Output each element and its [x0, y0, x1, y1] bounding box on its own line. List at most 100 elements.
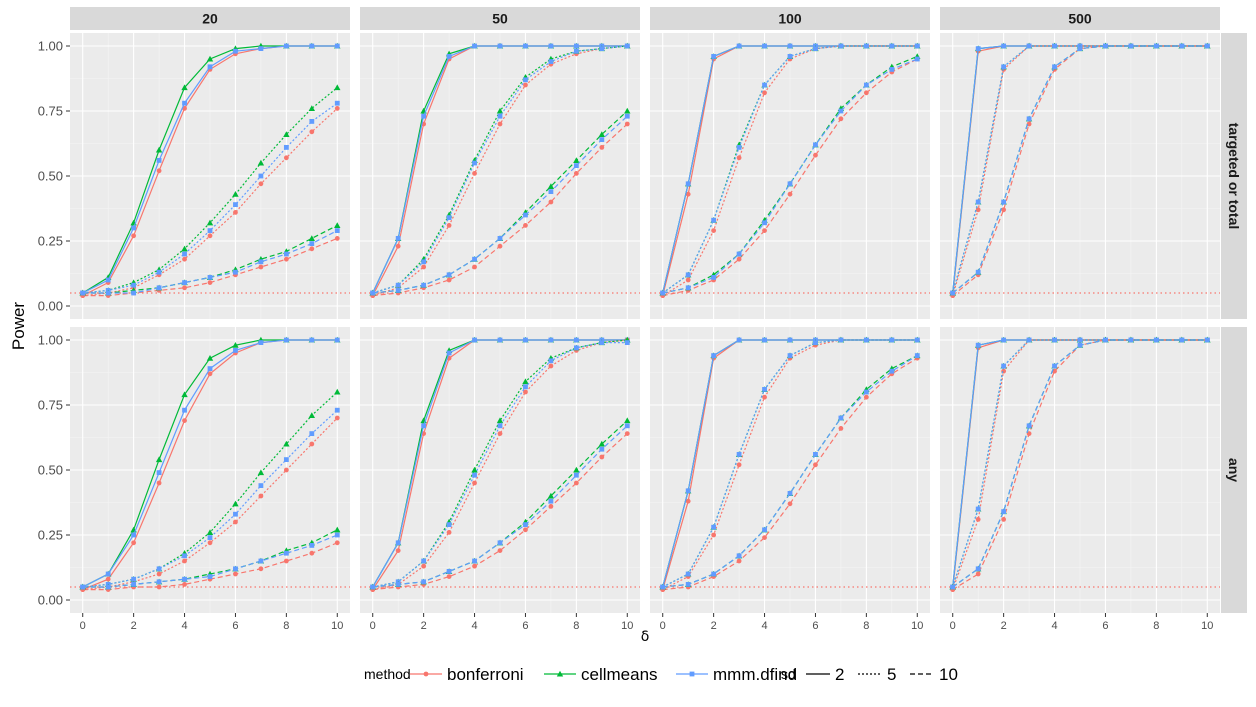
data-point	[914, 337, 920, 343]
data-point	[421, 259, 427, 265]
data-point	[334, 106, 340, 111]
data-point	[283, 43, 289, 49]
data-point	[421, 423, 427, 429]
data-point	[421, 113, 427, 119]
data-point	[233, 571, 238, 577]
data-point	[1026, 423, 1032, 429]
data-point	[395, 282, 401, 288]
facet-strip-col-label: 500	[1068, 11, 1092, 27]
facet-strip-row-label: any	[1226, 458, 1242, 482]
legend-method-title: method	[364, 666, 411, 682]
facet-panel	[360, 327, 640, 613]
data-point	[496, 417, 504, 424]
data-point	[787, 191, 793, 197]
data-point	[472, 337, 477, 343]
data-point	[1001, 363, 1007, 369]
data-point	[258, 264, 264, 270]
data-point	[548, 358, 554, 364]
data-point	[914, 43, 920, 49]
x-tick-label: 0	[80, 620, 86, 632]
data-point	[1179, 43, 1185, 49]
data-point	[736, 251, 742, 257]
data-point	[624, 113, 630, 119]
data-point	[889, 368, 895, 374]
legend-method-label: cellmeans	[581, 665, 658, 684]
data-point	[283, 550, 289, 556]
x-tick-label: 2	[421, 620, 427, 632]
data-point	[863, 90, 869, 96]
data-point	[736, 337, 742, 343]
data-point	[334, 407, 340, 413]
facet-panel	[70, 33, 350, 319]
data-point	[523, 389, 528, 395]
data-point	[421, 563, 427, 569]
data-point	[711, 524, 717, 530]
data-point	[523, 223, 528, 228]
series-line	[372, 339, 628, 588]
data-point	[283, 558, 289, 564]
data-point	[813, 46, 818, 51]
data-point	[105, 277, 111, 283]
y-tick-label: 1.00	[38, 39, 63, 54]
x-tick-label: 10	[911, 620, 923, 632]
data-point	[838, 337, 844, 343]
data-point	[206, 355, 214, 361]
data-point	[309, 337, 315, 343]
series-line	[662, 339, 918, 591]
data-point	[660, 584, 666, 590]
data-point	[1001, 199, 1007, 205]
data-point	[156, 285, 162, 291]
data-point	[472, 43, 477, 49]
data-point	[685, 571, 691, 577]
data-point	[131, 225, 137, 231]
data-point	[207, 228, 213, 233]
data-point	[838, 116, 844, 122]
data-point	[446, 574, 452, 579]
data-point	[975, 571, 981, 577]
data-point	[685, 488, 691, 494]
y-tick-label: 0.25	[38, 234, 63, 249]
data-point	[308, 105, 316, 111]
data-point	[233, 566, 238, 572]
data-point	[1077, 337, 1083, 343]
x-axis-title: δ	[641, 629, 650, 645]
data-point	[497, 113, 503, 119]
data-point	[1001, 517, 1007, 522]
data-point	[395, 548, 401, 553]
data-point	[334, 84, 341, 91]
data-point	[914, 353, 920, 358]
y-tick-label: 0.00	[38, 593, 63, 608]
data-point	[787, 501, 793, 507]
data-point	[573, 157, 580, 163]
x-tick-label: 0	[950, 620, 956, 632]
data-point	[283, 457, 289, 462]
data-point	[711, 217, 717, 223]
data-point	[233, 210, 238, 215]
data-point	[762, 228, 767, 234]
data-point	[975, 566, 981, 572]
data-point	[624, 107, 631, 114]
data-point	[548, 199, 554, 205]
data-point	[1153, 43, 1159, 49]
data-point	[233, 48, 238, 54]
y-tick-label: 0.00	[38, 299, 63, 314]
data-point	[497, 548, 503, 553]
data-point	[863, 389, 869, 395]
data-point	[156, 579, 162, 585]
data-point	[762, 90, 767, 96]
data-point	[471, 466, 478, 473]
data-point	[395, 236, 401, 241]
data-point	[975, 342, 981, 348]
data-point	[421, 558, 427, 564]
data-point	[1128, 337, 1134, 343]
data-point	[573, 337, 579, 343]
data-point	[105, 571, 111, 577]
data-point	[334, 337, 340, 343]
data-point	[182, 100, 187, 106]
data-point	[573, 472, 579, 478]
data-point	[131, 233, 137, 239]
data-point	[975, 207, 981, 213]
data-point	[206, 529, 214, 535]
facet-panel	[650, 33, 930, 319]
